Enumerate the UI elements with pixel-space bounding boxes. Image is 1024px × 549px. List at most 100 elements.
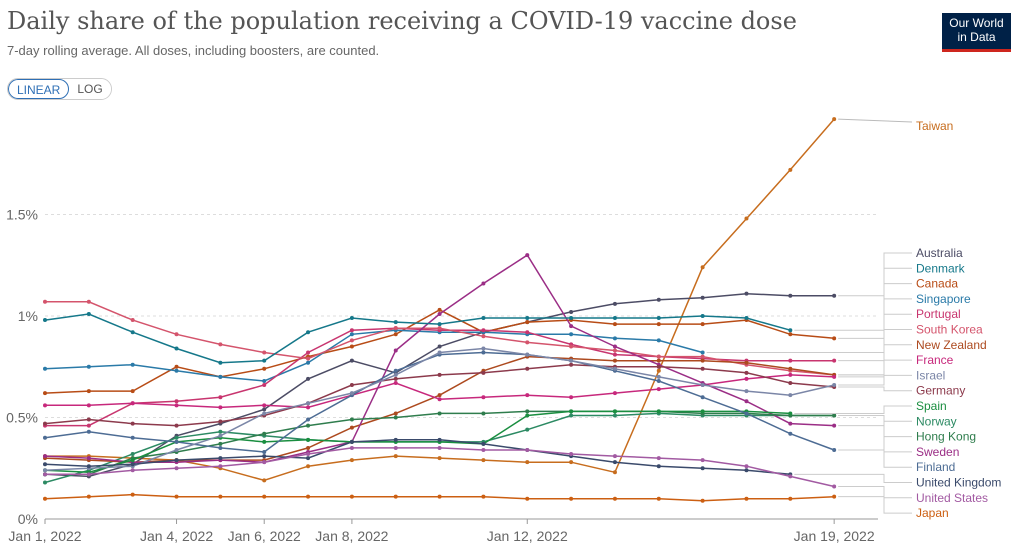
data-point: [218, 374, 223, 379]
data-point: [349, 316, 354, 321]
legend-leader-line: [794, 405, 912, 414]
data-point: [569, 332, 574, 337]
data-point: [306, 376, 311, 381]
data-point: [393, 368, 398, 373]
data-point: [393, 411, 398, 416]
data-point: [437, 393, 442, 398]
data-point: [437, 322, 442, 327]
data-point: [174, 435, 179, 440]
data-point: [481, 281, 486, 286]
data-point: [788, 358, 793, 363]
data-point: [437, 311, 442, 316]
data-point: [700, 395, 705, 400]
data-point: [437, 494, 442, 499]
data-point: [788, 372, 793, 377]
data-point: [306, 405, 311, 410]
data-point: [306, 330, 311, 335]
data-point: [656, 456, 661, 461]
data-point: [525, 460, 530, 465]
log-scale-button[interactable]: LOG: [69, 79, 111, 99]
data-point: [130, 318, 135, 323]
data-point: [788, 431, 793, 436]
data-point: [700, 366, 705, 371]
data-point: [262, 366, 267, 371]
data-point: [612, 413, 617, 418]
data-point: [43, 496, 47, 501]
data-point: [832, 447, 837, 452]
legend-leader-line: [838, 449, 912, 468]
data-point: [262, 350, 267, 355]
x-tick-label: Jan 4, 2022: [140, 528, 213, 544]
data-point: [481, 494, 486, 499]
data-point: [612, 358, 617, 363]
data-point: [481, 458, 486, 463]
legend-leader-line: [838, 359, 912, 378]
data-point: [788, 332, 793, 337]
data-point: [656, 409, 661, 414]
data-point: [525, 393, 530, 398]
data-point: [86, 364, 91, 369]
data-point: [656, 496, 661, 501]
data-point: [569, 309, 574, 314]
data-point: [306, 437, 311, 442]
data-point: [218, 405, 223, 410]
data-point: [525, 352, 530, 357]
data-point: [86, 403, 91, 408]
data-point: [86, 464, 91, 469]
data-point: [43, 299, 47, 304]
data-point: [262, 439, 267, 444]
legend-leader-line: [838, 425, 912, 453]
data-point: [349, 494, 354, 499]
data-point: [174, 403, 179, 408]
data-point: [744, 316, 749, 321]
data-point: [481, 447, 486, 452]
data-point: [612, 336, 617, 341]
data-point: [744, 496, 749, 501]
data-point: [700, 409, 705, 414]
data-point: [130, 330, 135, 335]
data-point: [525, 330, 530, 335]
data-point: [525, 340, 530, 345]
data-point: [744, 464, 749, 469]
data-point: [832, 423, 837, 428]
data-point: [130, 401, 135, 406]
linear-scale-button[interactable]: LINEAR: [8, 79, 70, 99]
data-point: [262, 378, 267, 383]
data-point: [656, 364, 661, 369]
legend-label: Denmark: [916, 261, 966, 275]
legend-label: Portugal: [916, 307, 961, 321]
owid-logo[interactable]: Our World in Data: [942, 13, 1011, 52]
legend-label: Norway: [916, 414, 957, 428]
data-point: [306, 401, 311, 406]
legend-label: Hong Kong: [916, 430, 976, 444]
data-point: [262, 450, 267, 455]
data-point: [43, 403, 47, 408]
x-tick-label: Jan 12, 2022: [487, 528, 568, 544]
data-point: [130, 435, 135, 440]
data-point: [349, 338, 354, 343]
data-point: [306, 445, 311, 450]
data-point: [174, 364, 179, 369]
data-point: [218, 360, 223, 365]
data-point: [525, 320, 530, 325]
data-point: [86, 472, 91, 477]
data-point: [481, 334, 486, 339]
data-point: [43, 472, 47, 477]
legend-label: United Kingdom: [916, 476, 1001, 490]
data-point: [393, 415, 398, 420]
data-point: [744, 399, 749, 404]
legend-label: Israel: [916, 368, 945, 382]
data-point: [349, 425, 354, 430]
legend-label: Singapore: [916, 292, 971, 306]
data-point: [700, 458, 705, 463]
logo-line-1: Our World: [949, 16, 1004, 30]
data-point: [832, 413, 837, 418]
scale-toggle: LINEAR LOG: [7, 78, 112, 100]
data-point: [569, 460, 574, 465]
data-point: [569, 316, 574, 321]
data-point: [393, 348, 398, 353]
data-point: [700, 314, 705, 318]
data-point: [612, 348, 617, 353]
data-point: [656, 387, 661, 392]
